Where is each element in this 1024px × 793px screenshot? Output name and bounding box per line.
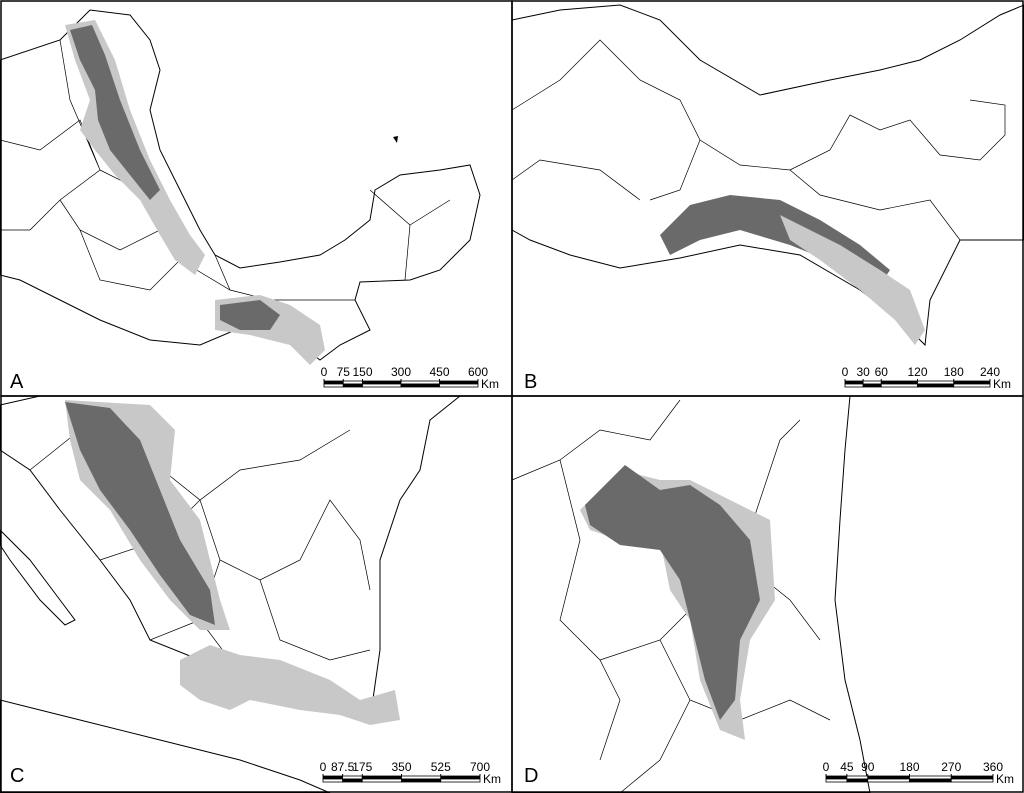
scale-segment <box>342 775 363 780</box>
scale-tick-label: 30 <box>856 365 870 379</box>
panel-c-map <box>0 395 462 793</box>
scale-segment <box>825 778 848 783</box>
scale-tick-label: 0 <box>320 760 327 774</box>
scale-tick-label: 0 <box>321 365 328 379</box>
scale-tick-label: 240 <box>980 365 1000 379</box>
scale-unit: Km <box>993 377 1011 391</box>
scale-segment <box>400 383 440 388</box>
scale-segment <box>342 778 363 783</box>
scale-segment <box>342 380 363 385</box>
island <box>393 136 398 143</box>
scale-segment <box>322 775 344 780</box>
panel-label: C <box>10 765 24 787</box>
scale-tick-label: 120 <box>907 365 927 379</box>
scale-segment <box>862 380 882 385</box>
scale-segment <box>825 775 848 780</box>
scale-tick-label: 175 <box>352 760 372 774</box>
scale-tick-label: 360 <box>983 760 1003 774</box>
scale-tick-label: 600 <box>468 365 488 379</box>
scale-tick-label: 0 <box>842 365 849 379</box>
panel-label: B <box>524 371 537 393</box>
scale-tick-label: 60 <box>875 365 889 379</box>
scale-tick-label: 150 <box>352 365 372 379</box>
scale-segment <box>844 383 864 388</box>
scale-tick-label: 0 <box>823 760 830 774</box>
panel-label: A <box>10 371 24 393</box>
scale-tick-label: 180 <box>899 760 919 774</box>
scale-segment <box>362 380 402 385</box>
scale-tick-label: 87.5 <box>331 760 355 774</box>
scale-segment <box>846 775 869 780</box>
scale-segment <box>361 778 402 783</box>
scale-segment <box>439 383 479 388</box>
panel-a-map <box>0 9 481 365</box>
scale-tick-label: 270 <box>941 760 961 774</box>
scale-segment <box>909 778 952 783</box>
scale-unit: Km <box>481 377 499 391</box>
scale-segment <box>401 775 442 780</box>
scale-tick-label: 180 <box>944 365 964 379</box>
panel-frame <box>511 395 1024 793</box>
scale-tick-label: 75 <box>337 365 351 379</box>
scale-segment <box>342 383 363 388</box>
scale-segment <box>917 380 955 385</box>
scale-tick-label: 45 <box>840 760 854 774</box>
scale-segment <box>323 383 344 388</box>
scale-segment <box>400 380 440 385</box>
scale-segment <box>401 778 442 783</box>
scale-segment <box>953 383 991 388</box>
scale-segment <box>323 380 344 385</box>
scale-tick-label: 300 <box>391 365 411 379</box>
scale-segment <box>322 778 344 783</box>
scale-segment <box>917 383 955 388</box>
scale-segment <box>880 380 918 385</box>
scale-segment <box>440 775 481 780</box>
panel-label: D <box>524 765 538 787</box>
scale-segment <box>950 778 994 783</box>
scale-segment <box>880 383 918 388</box>
scale-segment <box>440 778 481 783</box>
panel-d-map <box>511 395 871 793</box>
scale-segment <box>361 775 402 780</box>
scale-segment <box>862 383 882 388</box>
scale-tick-label: 350 <box>391 760 411 774</box>
scale-tick-label: 525 <box>431 760 451 774</box>
scale-segment <box>950 775 994 780</box>
scale-segment <box>844 380 864 385</box>
panel-b-map <box>511 4 1024 347</box>
scale-unit: Km <box>996 772 1014 786</box>
scale-segment <box>867 775 910 780</box>
scale-segment <box>909 775 952 780</box>
scale-tick-label: 90 <box>861 760 875 774</box>
scale-segment <box>439 380 479 385</box>
scale-segment <box>846 778 869 783</box>
scale-unit: Km <box>483 772 501 786</box>
scale-segment <box>953 380 991 385</box>
scale-tick-label: 700 <box>470 760 490 774</box>
scale-segment <box>362 383 402 388</box>
scale-segment <box>867 778 910 783</box>
scale-tick-label: 450 <box>429 365 449 379</box>
